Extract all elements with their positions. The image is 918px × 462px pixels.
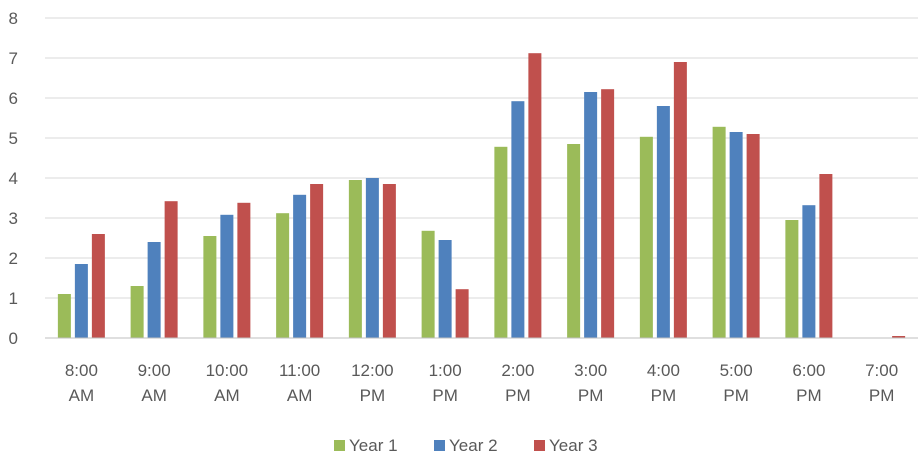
bar-year-1 (639, 136, 653, 338)
bar-year-2 (656, 106, 670, 338)
bar-year-3 (819, 174, 833, 338)
bar-year-3 (528, 53, 542, 338)
x-tick-label: 9:00 (138, 361, 171, 380)
bar-year-1 (276, 213, 290, 338)
bar-year-2 (802, 205, 816, 338)
legend-swatch (334, 440, 345, 451)
bar-year-3 (382, 184, 396, 338)
x-tick-label: AM (141, 386, 167, 405)
legend-label: Year 1 (349, 436, 398, 455)
y-tick-label: 6 (9, 89, 18, 108)
bar-year-2 (74, 264, 88, 338)
x-tick-label: 4:00 (647, 361, 680, 380)
x-tick-label: PM (869, 386, 895, 405)
x-tick-label: 3:00 (574, 361, 607, 380)
legend-swatch (434, 440, 445, 451)
x-tick-label: AM (287, 386, 313, 405)
bar-year-1 (567, 144, 581, 338)
bar-year-3 (892, 336, 906, 338)
bar-year-3 (237, 202, 251, 338)
x-tick-label: AM (214, 386, 240, 405)
legend-swatch (534, 440, 545, 451)
x-tick-label: 10:00 (206, 361, 249, 380)
x-tick-label: 5:00 (720, 361, 753, 380)
y-axis: 0 1 2 3 4 5 6 7 8 (9, 9, 18, 348)
x-tick-label: 2:00 (501, 361, 534, 380)
bar-year-3 (164, 201, 178, 338)
x-tick-label: PM (723, 386, 749, 405)
bar-year-1 (348, 180, 362, 338)
x-tick-label: PM (796, 386, 822, 405)
y-tick-label: 7 (9, 49, 18, 68)
y-tick-label: 8 (9, 9, 18, 28)
x-tick-label: PM (505, 386, 531, 405)
x-tick-label: 12:00 (351, 361, 394, 380)
bar-year-1 (421, 230, 435, 338)
x-tick-label: 11:00 (279, 361, 320, 380)
bars (57, 53, 906, 338)
bar-year-3 (310, 184, 324, 338)
y-tick-label: 4 (9, 169, 18, 188)
y-tick-label: 1 (9, 289, 18, 308)
bar-year-2 (729, 132, 743, 338)
bar-year-2 (293, 194, 307, 338)
y-tick-label: 2 (9, 249, 18, 268)
bar-year-1 (57, 294, 71, 338)
x-tick-label: AM (69, 386, 95, 405)
bar-year-2 (584, 92, 598, 338)
x-tick-label: 7:00 (865, 361, 898, 380)
bar-year-1 (494, 146, 508, 338)
gridlines (45, 17, 918, 299)
bar-year-1 (785, 220, 799, 338)
bar-year-1 (203, 236, 217, 338)
y-tick-label: 3 (9, 209, 18, 228)
bar-year-3 (91, 234, 105, 338)
x-tick-label: PM (578, 386, 604, 405)
legend-label: Year 3 (549, 436, 598, 455)
x-tick-label: PM (432, 386, 458, 405)
bar-year-3 (746, 134, 760, 338)
bar-year-2 (511, 101, 525, 338)
y-tick-label: 5 (9, 129, 18, 148)
legend-label: Year 2 (449, 436, 498, 455)
bar-year-3 (673, 62, 687, 338)
x-tick-label: PM (651, 386, 677, 405)
bar-year-2 (147, 242, 161, 338)
bar-year-3 (455, 289, 469, 338)
x-tick-label: 6:00 (792, 361, 825, 380)
bar-year-1 (712, 126, 726, 338)
bar-year-2 (438, 240, 452, 338)
legend: Year 1 Year 2 Year 3 (334, 436, 598, 455)
x-tick-label: 1:00 (429, 361, 462, 380)
y-tick-label: 0 (9, 329, 18, 348)
x-tick-label: PM (360, 386, 386, 405)
bar-year-2 (220, 214, 234, 338)
x-tick-label: 8:00 (65, 361, 98, 380)
bar-year-1 (130, 286, 144, 338)
bar-year-3 (601, 89, 615, 338)
bar-year-2 (365, 178, 379, 338)
x-axis: 8:00 AM 9:00 AM 10:00 AM 11:00 AM 12:00 PM 1:00 PM 2… (45, 337, 918, 405)
